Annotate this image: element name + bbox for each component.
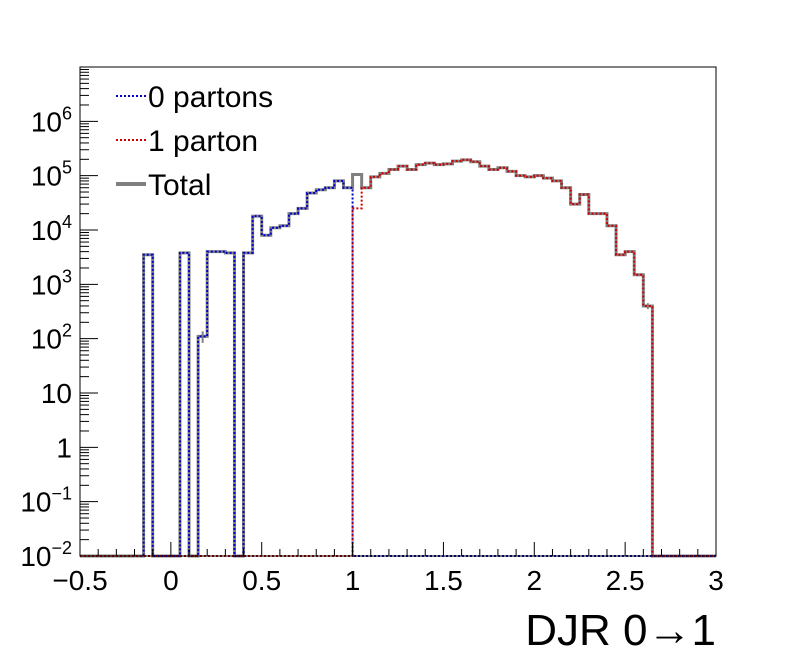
y-tick-label: 1 [56,432,72,463]
legend-label-0-partons: 0 partons [148,81,273,114]
y-tick-exponent: 4 [62,212,72,232]
y-tick-exponent: 3 [62,266,72,286]
legend-label-1-parton: 1 parton [148,125,258,158]
x-tick-label: 0.5 [242,565,281,596]
y-tick-base: 10 [31,269,62,300]
y-tick-base: 10 [20,541,51,572]
y-tick-base: 10 [41,378,72,409]
legend-label-total: Total [148,169,211,202]
y-tick-base: 10 [31,161,62,192]
y-tick-label: 105 [31,158,72,192]
y-tick-base: 10 [31,324,62,355]
x-tick-label: 0 [163,565,179,596]
y-tick-label: 10−2 [20,538,72,572]
y-tick-base: 1 [56,432,72,463]
x-tick-label: 1 [345,565,361,596]
x-tick-label: 2.5 [606,565,645,596]
x-tick-label: 3 [708,565,724,596]
y-tick-base: 10 [20,487,51,518]
y-tick-label: 10 [41,378,72,409]
y-tick-exponent: −1 [51,484,72,504]
axes-layer: −0.5 0 0.5 1 1.5 2 2.5 310−210−1110102103104105… [20,68,724,596]
y-tick-base: 10 [31,215,62,246]
series-1-parton [80,158,716,557]
y-tick-exponent: 6 [62,103,72,123]
y-tick-label: 106 [31,103,72,137]
legend: 0 partons 1 parton Total [116,81,273,202]
y-tick-exponent: −2 [51,538,72,558]
x-tick-label: 2 [526,565,542,596]
y-tick-label: 10−1 [20,484,72,518]
x-tick-label: 1.5 [424,565,463,596]
y-tick-exponent: 5 [62,158,72,178]
y-tick-exponent: 2 [62,321,72,341]
x-tick-label: −0.5 [52,565,107,596]
y-tick-base: 10 [31,106,62,137]
y-tick-label: 102 [31,321,72,355]
plot-frame [79,66,717,557]
y-tick-label: 103 [31,266,72,300]
x-axis-label: DJR 0→1 [525,606,716,655]
y-tick-label: 104 [31,212,72,246]
series-line-1-parton [80,158,716,557]
